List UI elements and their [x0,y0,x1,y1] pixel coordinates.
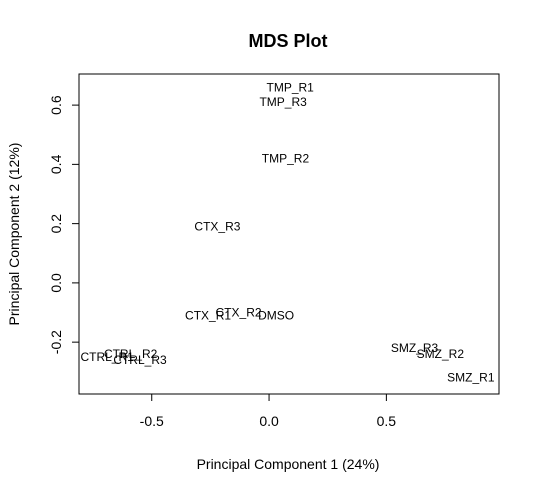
data-point-label: CTX_R2 [216,306,262,320]
data-point-label: CTRL_R1 [80,350,134,364]
y-tick-label: -0.2 [48,330,64,354]
data-point-label: SMZ_R1 [447,371,495,385]
data-point-label: TMP_R3 [259,95,307,109]
x-axis-title: Principal Component 1 (24%) [197,456,380,472]
y-tick-label: 0.0 [48,273,64,293]
data-point-label: CTX_R1 [185,308,231,322]
data-point-label: CTRL_R2 [104,347,158,361]
data-point-label: DMSO [258,308,294,322]
y-tick-label: 0.2 [48,214,64,234]
y-tick-label: 0.6 [48,95,64,115]
x-tick-label: 0.5 [377,413,397,429]
x-tick-label: -0.5 [140,413,164,429]
y-tick-label: 0.4 [48,154,64,174]
data-point-label: TMP_R1 [267,80,315,94]
chart-title: MDS Plot [249,31,328,51]
data-point-label: SMZ_R3 [391,341,439,355]
data-point-label: SMZ_R2 [417,347,465,361]
y-axis: -0.2 0.0 0.2 0.4 0.6 [48,95,80,354]
y-axis-title: Principal Component 2 (12%) [6,143,22,326]
data-point-label: TMP_R2 [262,151,310,165]
x-tick-label: 0.0 [259,413,279,429]
x-axis: -0.5 0.0 0.5 [140,393,397,429]
data-point-label: CTX_R3 [194,220,240,234]
data-point-label: CTRL_R3 [113,353,167,367]
